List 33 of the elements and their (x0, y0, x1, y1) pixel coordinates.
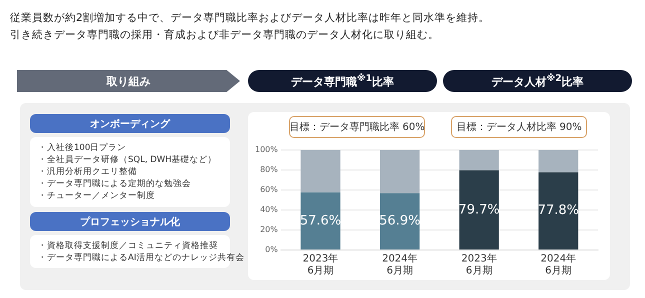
text: オンボーディング (90, 118, 170, 130)
text: ・入社後100日プラン (38, 142, 128, 154)
text: ・データ専門職による定期的な勉強会 (38, 178, 192, 190)
x-tick-label: 2023年 6月期 (302, 252, 338, 277)
y-tick-label: 40% (260, 205, 278, 214)
data-label: 79.7% (458, 202, 500, 218)
text: ・資格取得支援制度／コミュニティ資格推奨 (38, 240, 219, 252)
y-tick-label: 20% (260, 225, 278, 234)
y-tick-label: 80% (260, 165, 278, 174)
text: ・汎用分析用クエリ整備 (38, 166, 138, 178)
text: ・データ専門職によるAI活用などのナレッジ共有会 (38, 252, 244, 264)
bar (459, 170, 499, 250)
data-label: 57.6% (300, 213, 342, 228)
bar (380, 150, 420, 194)
text: ・全社員データ研修（SQL, DWH基礎など） (38, 154, 218, 166)
text: 従業員数が約2割増加する中で、データ専門職比率およびデータ人材比率は昨年と同水準を維持。 (10, 11, 491, 26)
text: ・チューター／メンター制度 (38, 190, 156, 202)
x-tick-label: 2023年 6月期 (461, 252, 497, 277)
text: 目標：データ人材比率 90% (456, 120, 582, 134)
bar (300, 150, 340, 192)
text: 引き続きデータ専門職の採用・育成および非データ専門職のデータ人材化に取り組む。 (10, 28, 440, 43)
y-tick-label: 0% (265, 245, 278, 254)
text: 取り組み (106, 74, 150, 88)
x-tick-label: 2024年 6月期 (382, 252, 418, 277)
text: データ人材$^{※2}$比率 (491, 72, 584, 90)
bar (459, 150, 499, 170)
text: プロフェッショナル化 (80, 215, 180, 228)
text: データ専門職$^{※1}$比率 (290, 72, 394, 90)
bar (300, 192, 340, 250)
y-tick-label: 60% (260, 185, 278, 194)
bar (538, 150, 578, 172)
y-tick-label: 100% (254, 145, 278, 154)
x-tick-label: 2024年 6月期 (540, 252, 576, 277)
